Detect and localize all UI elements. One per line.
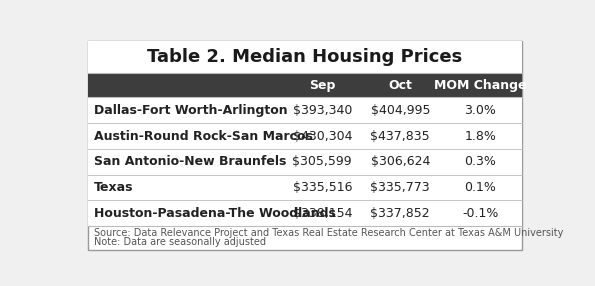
Text: $338,154: $338,154 bbox=[293, 207, 352, 220]
Text: Note: Data are seasonally adjusted: Note: Data are seasonally adjusted bbox=[94, 237, 266, 247]
Text: Oct: Oct bbox=[389, 79, 412, 92]
Text: $305,599: $305,599 bbox=[293, 155, 352, 168]
Text: $335,516: $335,516 bbox=[293, 181, 352, 194]
Text: Sep: Sep bbox=[309, 79, 336, 92]
Text: Table 2. Median Housing Prices: Table 2. Median Housing Prices bbox=[148, 48, 462, 66]
Text: -0.1%: -0.1% bbox=[462, 207, 499, 220]
Text: Houston-Pasadena-The Woodlands: Houston-Pasadena-The Woodlands bbox=[94, 207, 336, 220]
Text: 0.1%: 0.1% bbox=[465, 181, 496, 194]
Text: $430,304: $430,304 bbox=[293, 130, 352, 142]
Text: $337,852: $337,852 bbox=[371, 207, 430, 220]
Text: 1.8%: 1.8% bbox=[465, 130, 496, 142]
Text: 0.3%: 0.3% bbox=[465, 155, 496, 168]
Text: Dallas-Fort Worth-Arlington: Dallas-Fort Worth-Arlington bbox=[94, 104, 287, 117]
Text: MOM Change: MOM Change bbox=[434, 79, 527, 92]
Text: San Antonio-New Braunfels: San Antonio-New Braunfels bbox=[94, 155, 286, 168]
Text: $393,340: $393,340 bbox=[293, 104, 352, 117]
Text: Austin-Round Rock-San Marcos: Austin-Round Rock-San Marcos bbox=[94, 130, 312, 142]
Text: 3.0%: 3.0% bbox=[465, 104, 496, 117]
Text: $306,624: $306,624 bbox=[371, 155, 430, 168]
Text: $404,995: $404,995 bbox=[371, 104, 430, 117]
Text: Texas: Texas bbox=[94, 181, 133, 194]
Text: $437,835: $437,835 bbox=[371, 130, 430, 142]
Text: $335,773: $335,773 bbox=[371, 181, 430, 194]
Text: Source: Data Relevance Project and Texas Real Estate Research Center at Texas A&: Source: Data Relevance Project and Texas… bbox=[94, 228, 563, 238]
